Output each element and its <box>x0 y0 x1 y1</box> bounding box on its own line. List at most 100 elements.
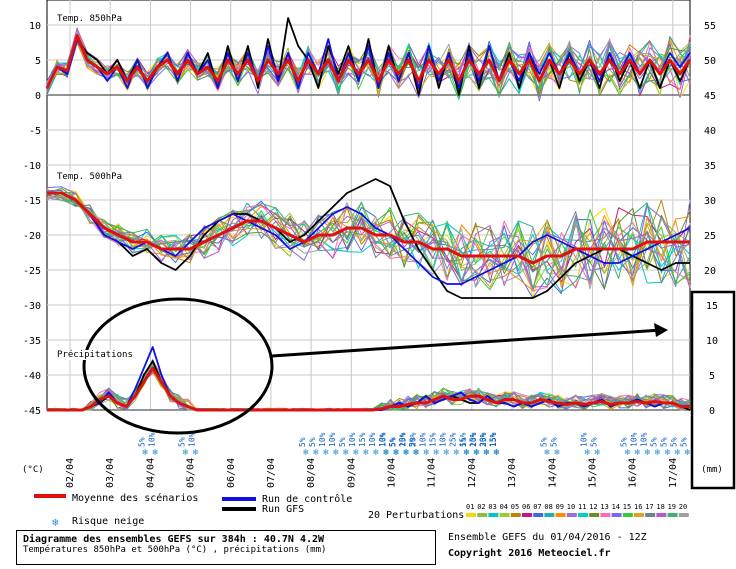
snow-risk-label: 25% <box>399 432 408 447</box>
snow-risk-label: 5% <box>680 437 689 447</box>
snow-risk-label: 5% <box>308 437 317 447</box>
snow-icon: ❄ <box>384 448 390 458</box>
snow-icon: ❄ <box>434 448 440 458</box>
chart-info-box: Diagramme des ensembles GEFS sur 384h : … <box>16 530 436 565</box>
annotation-arrow-line <box>271 328 663 358</box>
perturbation-14-t850 <box>46 35 691 102</box>
perturbation-number: 01 <box>466 503 474 511</box>
legend-mean-label: Moyenne des scénarios <box>72 493 199 504</box>
snow-risk-label: 5% <box>549 437 558 447</box>
y2-tick-label: 20 <box>704 266 716 277</box>
snow-icon: ❄ <box>142 448 148 458</box>
perturbation-number: 07 <box>533 503 541 511</box>
highlight-ellipse <box>82 297 274 435</box>
snow-icon: ❄ <box>193 448 199 458</box>
perturbation-swatch <box>555 513 566 517</box>
snow-icon: ❄ <box>665 448 671 458</box>
snow-risk-label: 15% <box>489 432 498 447</box>
right-unit-label: (mm) <box>701 465 723 475</box>
perturbation-swatch <box>678 513 689 517</box>
snow-risk-label: 5% <box>389 437 398 447</box>
y2-tick-label: 35 <box>704 161 716 172</box>
chart-subtitle: Températures 850hPa et 500hPa (°C) , pré… <box>23 545 327 555</box>
left-unit-label: (°C) <box>22 465 44 475</box>
perturbation-number: 17 <box>645 503 653 511</box>
y-tick-label: -25 <box>23 266 41 277</box>
perturbation-swatch <box>622 513 633 517</box>
perturbation-swatch <box>466 513 476 517</box>
snow-icon: ❄ <box>313 448 319 458</box>
perturbation-swatch <box>645 513 656 517</box>
snow-icon: ❄ <box>544 448 550 458</box>
x-tick-label: 11/04 <box>427 458 438 488</box>
perturbation-swatch <box>533 513 544 517</box>
perturbation-number: 15 <box>623 503 631 511</box>
snow-icon: ❄ <box>464 448 470 458</box>
copyright-label: Copyright 2016 Meteociel.fr <box>448 548 611 559</box>
panel-label-precip: Précipitations <box>57 350 133 360</box>
perturbation-number: 10 <box>567 503 575 511</box>
y-tick-label: -40 <box>23 371 41 382</box>
legend-snow-icon: ❄ <box>52 516 59 529</box>
snow-risk-label: 10% <box>368 432 377 447</box>
snow-risk-label: 5% <box>137 437 146 447</box>
snow-risk-label: 5% <box>670 437 679 447</box>
perturbation-swatch <box>634 513 644 517</box>
snow-risk-label: 10% <box>328 432 337 447</box>
snow-risk-label: 15% <box>429 432 438 447</box>
x-tick-label: 05/04 <box>186 458 197 488</box>
snow-icon: ❄ <box>635 448 641 458</box>
snow-icon: ❄ <box>404 448 410 458</box>
snow-risk-label: 10% <box>640 432 649 447</box>
snow-icon: ❄ <box>373 448 379 458</box>
snow-icon: ❄ <box>584 448 590 458</box>
perturbation-swatch <box>510 513 521 517</box>
annotation-arrowhead <box>654 323 668 337</box>
snow-icon: ❄ <box>363 448 369 458</box>
snow-icon: ❄ <box>685 448 691 458</box>
y2-tick-label: 45 <box>704 91 716 102</box>
perturbation-swatch <box>488 513 499 517</box>
y-tick-label: -5 <box>29 126 41 137</box>
legend-snow-label: Risque neige <box>72 516 145 527</box>
snow-risk-label: 20% <box>409 432 418 447</box>
y2-tick-label: 40 <box>704 126 716 137</box>
snow-risk-label: 15% <box>489 432 498 447</box>
x-tick-label: 03/04 <box>105 458 116 488</box>
perturbation-number: 08 <box>544 503 552 511</box>
perturbation-number: 12 <box>589 503 597 511</box>
snow-risk-label: 5% <box>650 437 659 447</box>
perturbation-number: 13 <box>600 503 608 511</box>
y-tick-label: -35 <box>23 336 41 347</box>
y-tick-label: -45 <box>23 406 41 417</box>
snow-icon: ❄ <box>464 448 470 458</box>
snow-risk-label: 10% <box>318 432 327 447</box>
chart-title: Diagramme des ensembles GEFS sur 384h : … <box>23 534 325 545</box>
panel-label-t500: Temp. 500hPa <box>57 172 123 182</box>
snow-icon: ❄ <box>152 448 158 458</box>
snow-risk-label: 20% <box>469 432 478 447</box>
y2-tick-label: 55 <box>704 21 716 32</box>
series-0-t850 <box>45 34 692 89</box>
perturbation-swatch <box>656 513 667 517</box>
precip-tick-label: 15 <box>706 301 718 312</box>
snow-icon: ❄ <box>333 448 339 458</box>
snow-risk-label: 5% <box>338 437 347 447</box>
snow-risk-label: 30% <box>479 432 488 447</box>
perturbation-number: 14 <box>612 503 620 511</box>
legend-perturbations-label: 20 Perturbations <box>368 510 465 521</box>
snow-icon: ❄ <box>183 448 189 458</box>
snow-risk-label: 10% <box>419 432 428 447</box>
perturbation-number: 06 <box>522 503 530 511</box>
snow-icon: ❄ <box>494 448 500 458</box>
precip-tick-label: 5 <box>709 371 715 382</box>
snow-icon: ❄ <box>323 448 329 458</box>
snow-icon: ❄ <box>303 448 309 458</box>
perturbation-swatch <box>544 513 555 517</box>
snow-icon: ❄ <box>494 448 500 458</box>
snow-icon: ❄ <box>353 448 359 458</box>
y-tick-label: -20 <box>23 231 41 242</box>
snow-icon: ❄ <box>414 448 420 458</box>
x-tick-label: 02/04 <box>65 458 76 488</box>
